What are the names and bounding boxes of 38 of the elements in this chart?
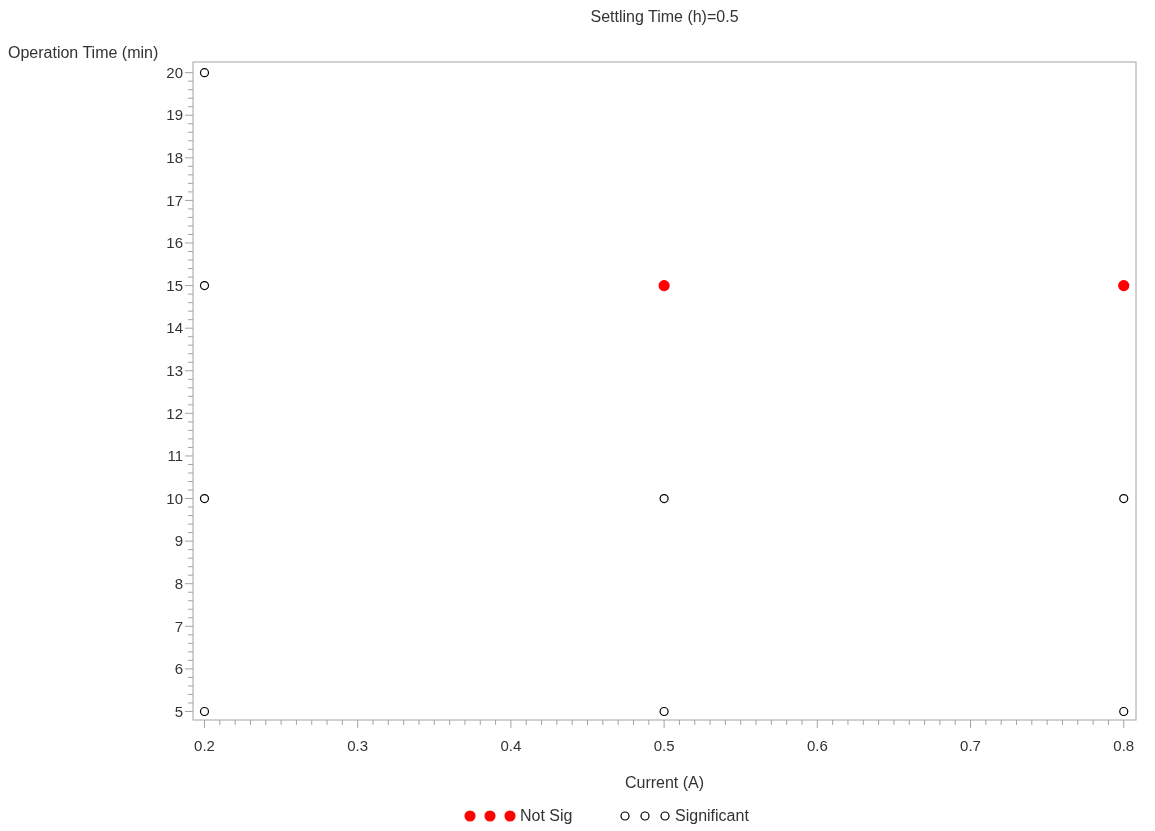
y-tick-label: 16 — [166, 234, 183, 252]
x-axis-title: Current (A) — [624, 774, 705, 791]
x-tick-label: 0.4 — [500, 737, 522, 754]
point — [199, 493, 210, 504]
y-tick-label: 13 — [166, 362, 183, 380]
point — [1118, 279, 1130, 292]
point — [199, 68, 210, 78]
point — [1119, 493, 1129, 504]
x-tick-label: 0.3 — [347, 737, 369, 754]
point — [199, 280, 210, 291]
point — [1119, 706, 1129, 717]
x-tick-label: 0.5 — [653, 737, 675, 754]
y-tick-label: 14 — [166, 319, 183, 337]
point — [199, 706, 210, 717]
point — [659, 493, 669, 504]
x-tick-label: 0.7 — [960, 737, 981, 754]
chart-title: Settling Time (h)=0.5 — [590, 8, 739, 25]
y-tick-label: 11 — [167, 447, 183, 465]
x-tick-label: 0.8 — [1113, 737, 1135, 754]
point — [658, 279, 670, 292]
y-tick-label: 15 — [166, 276, 183, 294]
y-tick-label: 20 — [166, 63, 183, 81]
y-tick-label: 18 — [166, 149, 183, 167]
legend-label: Not Sig — [520, 807, 573, 824]
x-tick-label: 0.6 — [806, 737, 828, 754]
y-tick-label: 7 — [174, 617, 183, 635]
point — [659, 706, 669, 717]
y-tick-label: 6 — [174, 660, 183, 678]
y-tick-label: 12 — [166, 404, 183, 422]
y-tick-label: 19 — [166, 106, 183, 124]
y-tick-label: 10 — [166, 489, 183, 507]
y-tick-label: 5 — [174, 702, 183, 720]
y-tick-label: 8 — [174, 574, 183, 592]
x-tick-label: 0.2 — [194, 737, 215, 754]
y-axis-title: Operation Time (min) — [8, 44, 159, 61]
y-tick-label: 17 — [166, 191, 183, 209]
legend-label: Significant — [675, 807, 750, 824]
y-tick-label: 9 — [174, 532, 183, 550]
